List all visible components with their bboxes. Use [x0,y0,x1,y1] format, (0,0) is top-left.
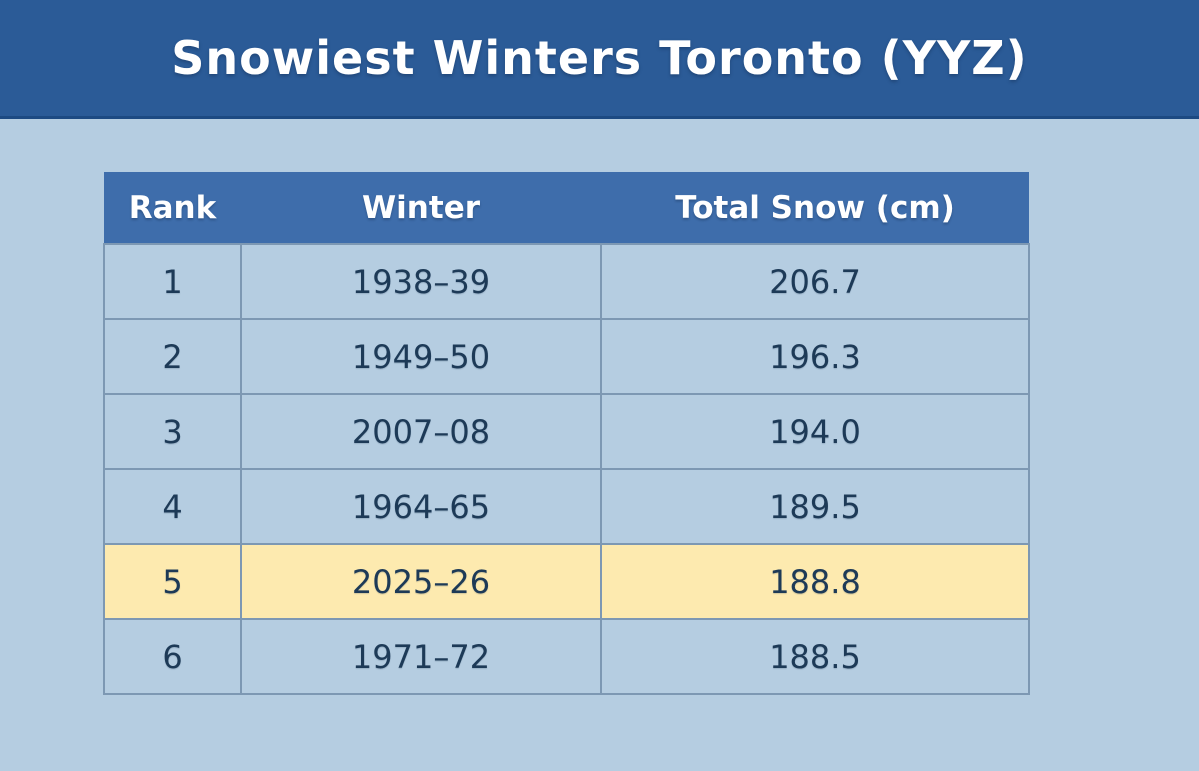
total-snow-cell: 194.0 [600,393,1030,470]
total-snow-cell: 206.7 [600,243,1030,320]
table-row: 1 1938–39 206.7 [103,243,1030,320]
column-header-winter: Winter [241,172,601,244]
rank-cell: 4 [103,468,242,545]
rank-cell: 2 [103,318,242,395]
page-title: Snowiest Winters Toronto (YYZ) [171,31,1028,85]
winter-cell: 2007–08 [240,393,602,470]
rank-cell: 6 [103,618,242,695]
winter-cell: 1971–72 [240,618,602,695]
column-header-total-snow: Total Snow (cm) [601,172,1029,244]
title-banner: Snowiest Winters Toronto (YYZ) [0,0,1199,119]
table-header-row: Rank Winter Total Snow (cm) [104,172,1029,244]
table-row: 3 2007–08 194.0 [103,393,1030,470]
total-snow-cell: 188.5 [600,618,1030,695]
total-snow-cell: 196.3 [600,318,1030,395]
table-row: 4 1964–65 189.5 [103,468,1030,545]
rank-cell: 1 [103,243,242,320]
snow-table-container: Rank Winter Total Snow (cm) 1 1938–39 20… [103,172,1030,695]
winter-cell: 1949–50 [240,318,602,395]
winter-cell: 2025–26 [240,543,602,620]
table-row: 6 1971–72 188.5 [103,618,1030,695]
winter-cell: 1964–65 [240,468,602,545]
rank-cell: 3 [103,393,242,470]
column-header-rank: Rank [104,172,241,244]
total-snow-cell: 189.5 [600,468,1030,545]
snowiest-winters-table: Rank Winter Total Snow (cm) 1 1938–39 20… [103,172,1030,695]
total-snow-cell: 188.8 [600,543,1030,620]
table-row: 2 1949–50 196.3 [103,318,1030,395]
rank-cell: 5 [103,543,242,620]
winter-cell: 1938–39 [240,243,602,320]
table-row-highlighted: 5 2025–26 188.8 [103,543,1030,620]
